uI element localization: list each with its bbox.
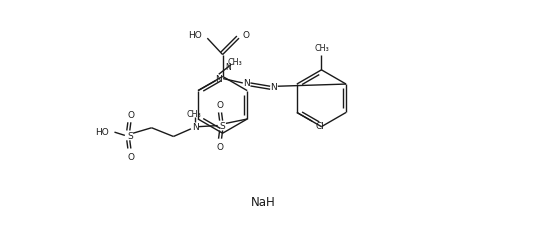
Text: S: S bbox=[220, 121, 226, 131]
Text: Cl: Cl bbox=[315, 121, 324, 131]
Text: N: N bbox=[192, 123, 199, 132]
Text: CH₃: CH₃ bbox=[227, 57, 242, 66]
Text: N: N bbox=[270, 82, 277, 91]
Text: O: O bbox=[127, 152, 135, 161]
Text: CH₃: CH₃ bbox=[187, 109, 201, 118]
Text: O: O bbox=[243, 31, 250, 40]
Text: N: N bbox=[243, 79, 249, 88]
Text: O: O bbox=[217, 142, 224, 151]
Text: CH₃: CH₃ bbox=[314, 44, 329, 53]
Text: O: O bbox=[127, 111, 135, 120]
Text: O: O bbox=[217, 101, 224, 110]
Text: HO: HO bbox=[188, 31, 202, 40]
Text: N: N bbox=[215, 75, 222, 84]
Text: N: N bbox=[226, 63, 232, 72]
Text: NaH: NaH bbox=[251, 195, 276, 208]
Text: S: S bbox=[127, 131, 133, 140]
Text: HO: HO bbox=[96, 127, 109, 136]
